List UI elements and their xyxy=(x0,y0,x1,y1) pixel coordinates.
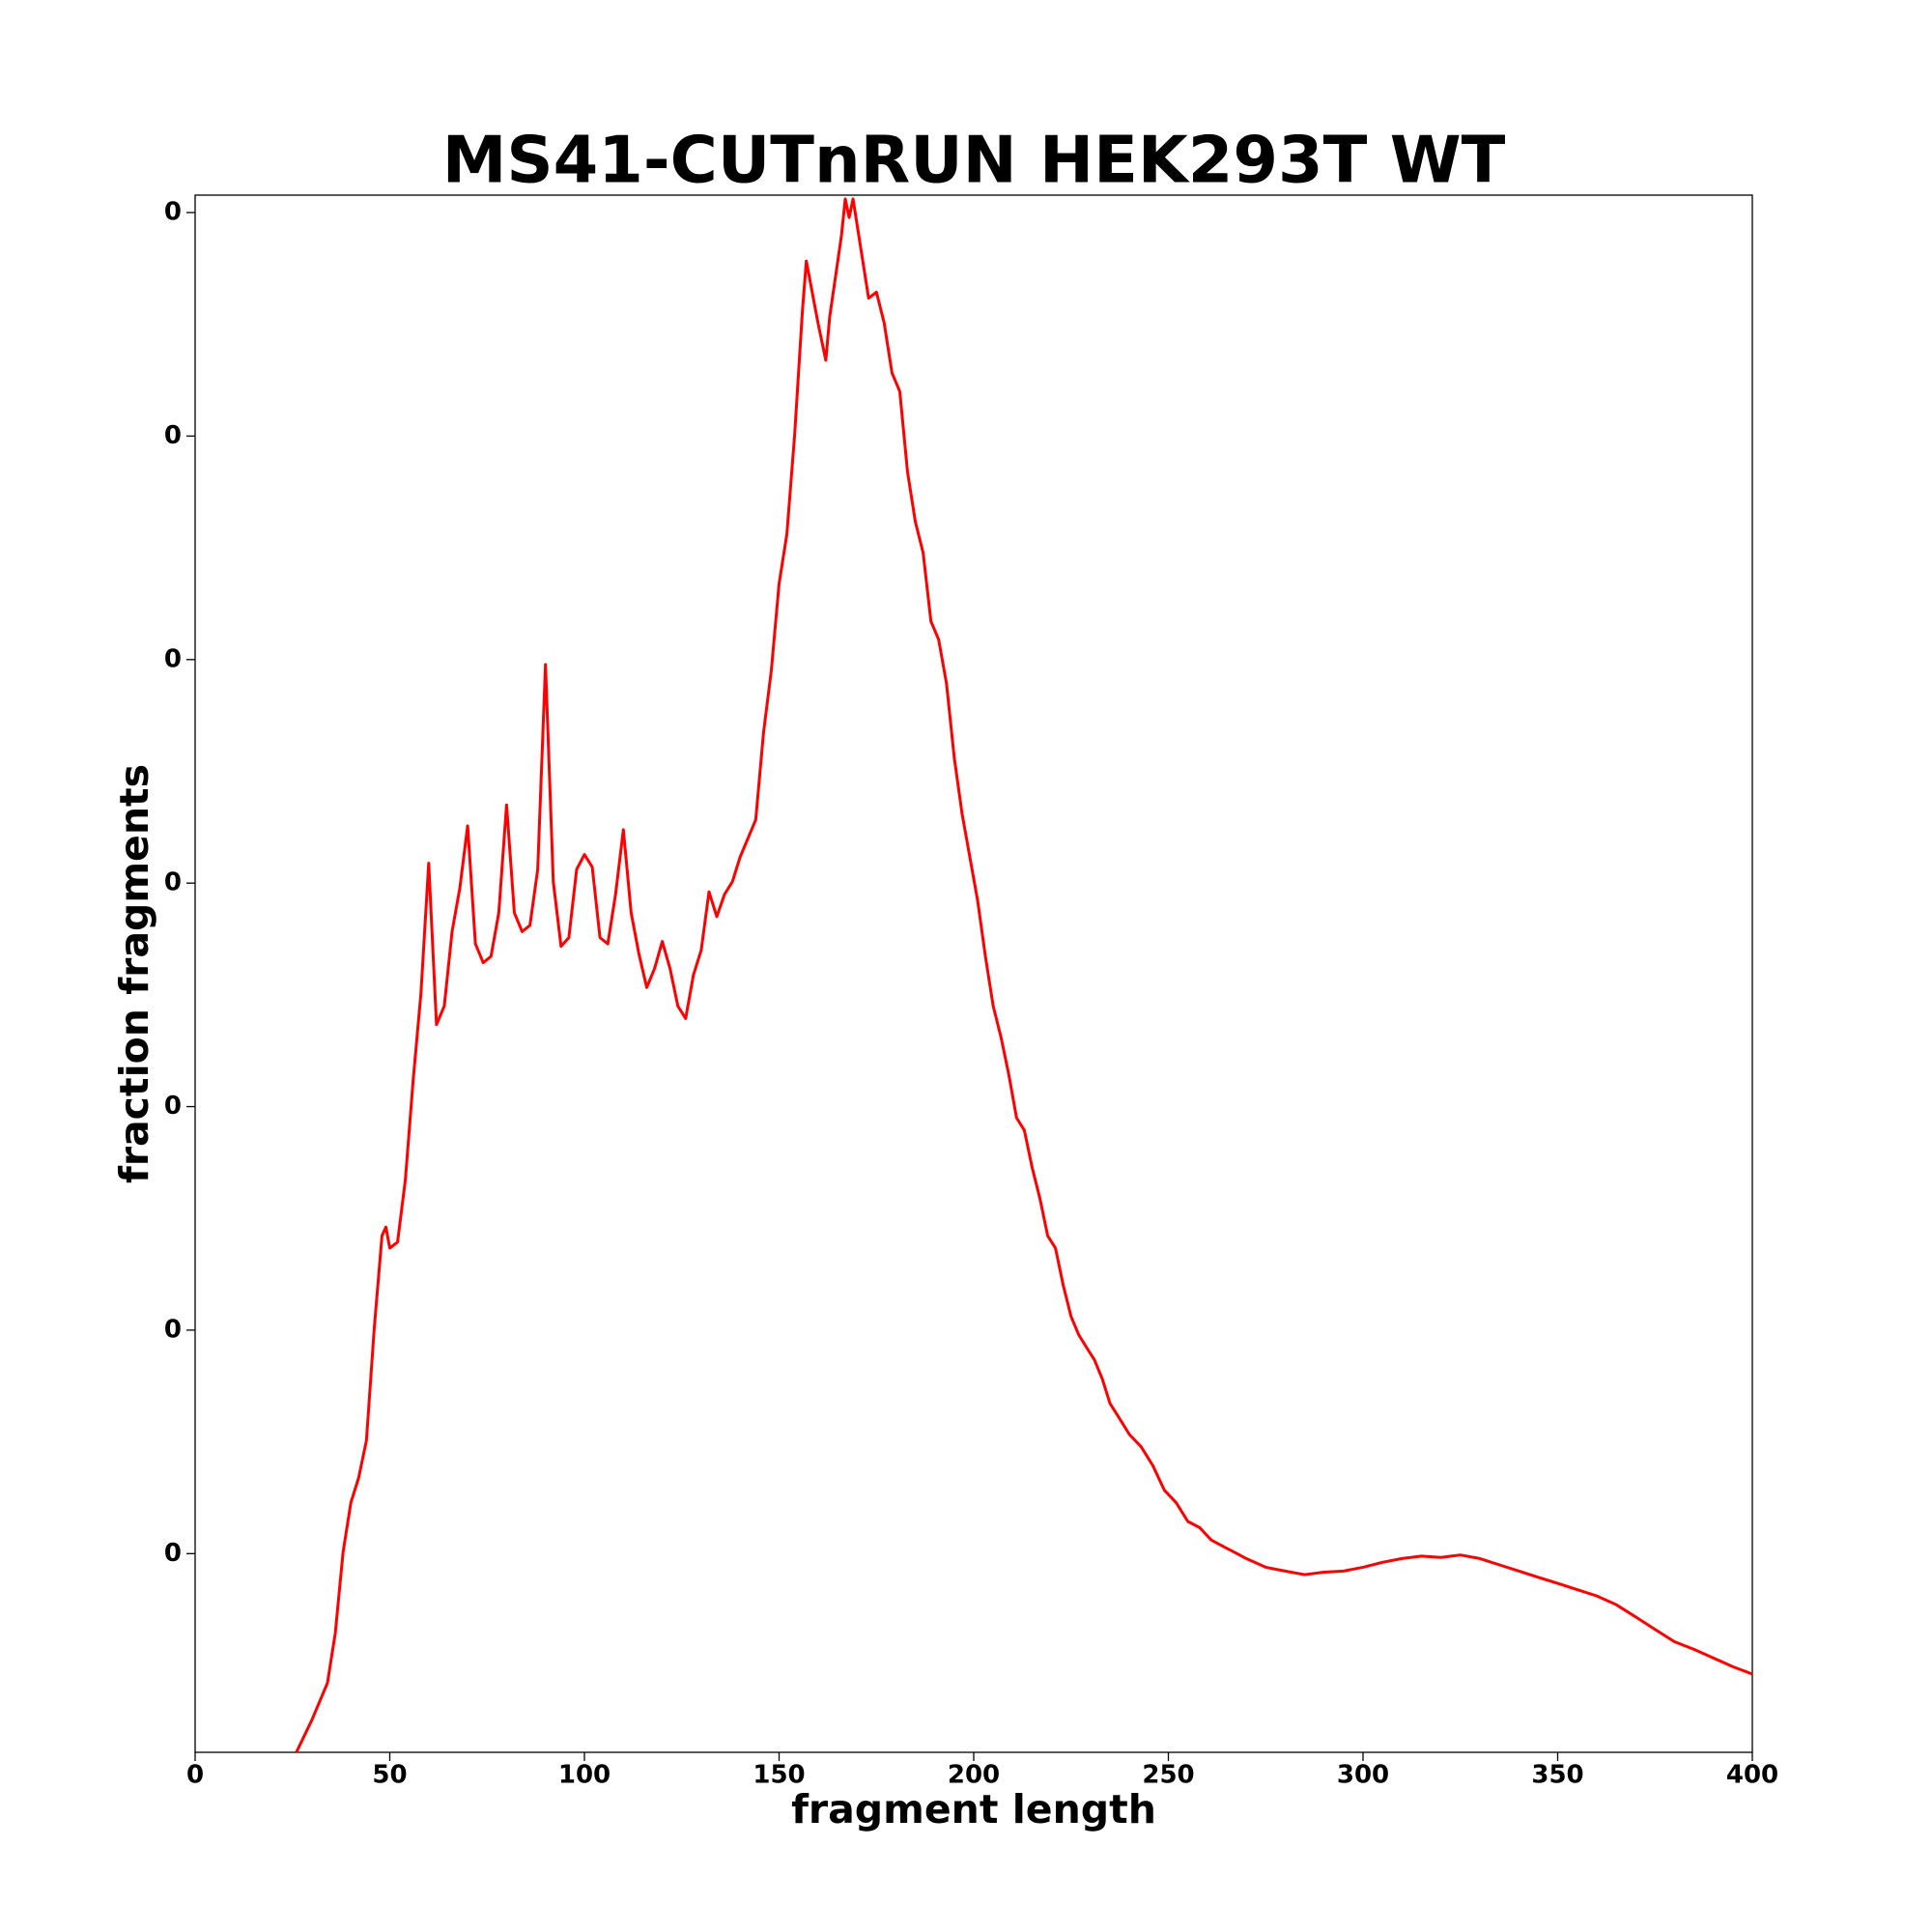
y-tick-label: 0 xyxy=(164,198,182,227)
chart-title: MS41-CUTnRUN HEK293T WT xyxy=(442,123,1506,198)
y-tick-label: 0 xyxy=(164,1092,182,1121)
y-tick-label: 0 xyxy=(164,868,182,897)
data-line xyxy=(295,197,1753,1753)
y-tick-label: 0 xyxy=(164,421,182,450)
x-tick-label: 400 xyxy=(1726,1761,1778,1790)
x-tick-label: 300 xyxy=(1337,1761,1389,1790)
x-tick-label: 200 xyxy=(948,1761,1000,1790)
x-tick-label: 350 xyxy=(1531,1761,1583,1790)
y-axis-label: fraction fragments xyxy=(111,764,157,1183)
x-tick-label: 150 xyxy=(753,1761,805,1790)
y-tick-label: 0 xyxy=(164,1539,182,1568)
x-tick-label: 50 xyxy=(372,1761,407,1790)
x-tick-label: 100 xyxy=(558,1761,611,1790)
y-tick-label: 0 xyxy=(164,644,182,673)
x-tick-label: 0 xyxy=(186,1761,204,1790)
x-tick-label: 250 xyxy=(1142,1761,1194,1790)
y-tick-label: 0 xyxy=(164,1315,182,1344)
x-axis-label: fragment length xyxy=(791,1786,1156,1833)
